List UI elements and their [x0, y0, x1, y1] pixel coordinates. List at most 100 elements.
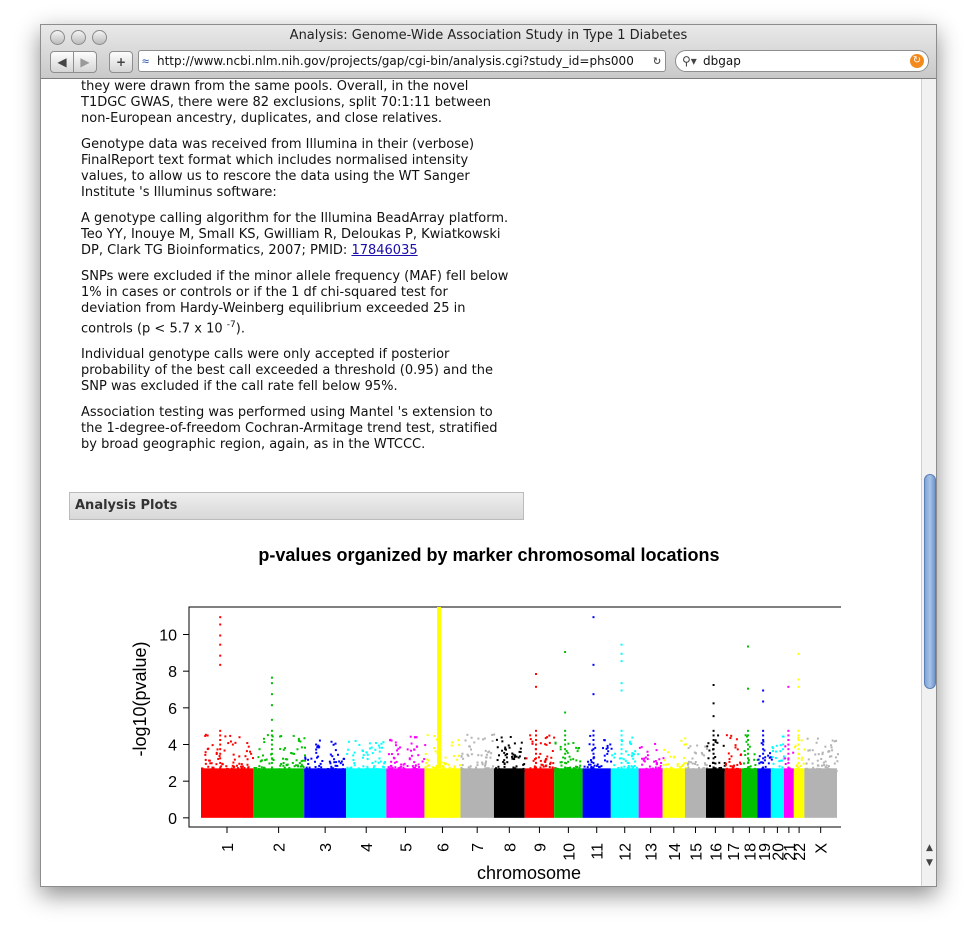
snp-point — [405, 768, 408, 771]
snp-point — [787, 766, 790, 769]
snp-point — [545, 743, 548, 746]
forward-button[interactable]: ▶ — [73, 51, 97, 73]
snp-point — [529, 767, 532, 770]
snp-point — [282, 764, 285, 767]
peak-point — [270, 704, 273, 707]
snp-point — [749, 765, 752, 768]
snp-point — [511, 757, 514, 760]
snp-point — [707, 769, 710, 772]
snp-point — [761, 769, 764, 772]
snp-point — [423, 758, 426, 761]
snp-point — [214, 770, 217, 773]
snp-point — [225, 765, 228, 768]
snp-point — [317, 770, 320, 773]
reload-icon[interactable]: ↻ — [653, 53, 661, 68]
snp-point — [787, 739, 790, 741]
snp-point — [605, 770, 608, 773]
snp-point — [532, 759, 535, 762]
scroll-thumb[interactable] — [924, 474, 936, 689]
snp-point — [260, 759, 263, 762]
snp-point — [304, 769, 307, 772]
snp-point — [559, 768, 562, 771]
snp-point — [368, 747, 371, 750]
snp-point — [577, 770, 580, 773]
snp-point — [798, 770, 801, 773]
snp-point — [742, 762, 745, 765]
snp-point — [746, 729, 749, 732]
scroll-up-arrow[interactable]: ▲ — [926, 843, 933, 853]
snp-point — [484, 762, 487, 765]
snp-point — [314, 766, 317, 769]
snp-point — [255, 767, 258, 770]
snp-point — [301, 770, 304, 773]
snp-point — [667, 763, 670, 766]
pmid-link[interactable]: 17846035 — [351, 243, 418, 258]
close-window-button[interactable] — [50, 30, 65, 45]
snp-point — [680, 739, 683, 742]
address-bar[interactable]: ≈ http://www.ncbi.nlm.nih.gov/projects/g… — [138, 50, 666, 72]
snp-point — [315, 748, 318, 751]
search-field[interactable]: ⚲▾ dbgap ↻ — [675, 50, 929, 72]
snp-point — [628, 740, 631, 743]
snp-point — [650, 768, 653, 771]
snp-point — [484, 769, 487, 772]
snp-point — [605, 747, 608, 750]
snp-point — [461, 764, 464, 767]
peak-point — [746, 687, 749, 690]
snp-point — [718, 761, 721, 764]
snp-point — [834, 768, 837, 771]
snp-point — [695, 752, 698, 755]
snp-point — [572, 758, 575, 761]
snp-point — [588, 743, 591, 746]
snp-point — [517, 756, 520, 759]
minimize-window-button[interactable] — [71, 30, 86, 45]
vertical-scrollbar[interactable]: ▲ ▼ — [921, 79, 936, 886]
snp-point — [667, 751, 670, 754]
snp-point — [816, 767, 819, 770]
search-go-icon[interactable]: ↻ — [910, 54, 924, 68]
snp-point — [811, 749, 814, 752]
snp-point — [204, 734, 207, 737]
snp-point — [784, 763, 787, 766]
snp-point — [424, 744, 427, 747]
scroll-down-arrow[interactable]: ▼ — [926, 858, 933, 868]
snp-point — [514, 769, 517, 772]
snp-point — [315, 756, 318, 759]
snp-point — [360, 770, 363, 773]
chart-title: p-values organized by marker chromosomal… — [258, 545, 719, 565]
snp-point — [429, 768, 432, 771]
snp-point — [620, 743, 623, 746]
y-tick-label: 2 — [168, 774, 177, 791]
snp-point — [465, 769, 468, 772]
snp-point — [824, 760, 827, 763]
zoom-window-button[interactable] — [92, 30, 107, 45]
snp-point — [727, 752, 730, 755]
snp-point — [460, 766, 463, 769]
snp-point — [774, 756, 777, 759]
snp-point — [612, 769, 615, 772]
snp-point — [620, 739, 623, 741]
snp-point — [358, 770, 361, 773]
snp-point — [762, 766, 765, 769]
snp-point — [834, 756, 837, 759]
snp-point — [778, 760, 781, 763]
snp-point — [725, 734, 728, 737]
snp-point — [836, 753, 839, 756]
snp-point — [295, 759, 298, 762]
url-text[interactable]: http://www.ncbi.nlm.nih.gov/projects/gap… — [157, 54, 634, 68]
back-button[interactable]: ◀ — [50, 51, 74, 73]
snp-point — [797, 739, 800, 741]
search-input[interactable]: dbgap — [703, 54, 741, 68]
add-bookmark-button[interactable]: + — [109, 51, 133, 73]
snp-point — [569, 758, 572, 761]
snp-point — [650, 770, 653, 773]
snp-point — [713, 769, 716, 772]
snp-point — [262, 770, 265, 773]
snp-point — [512, 753, 515, 756]
snp-point — [762, 743, 765, 746]
snp-point — [592, 734, 595, 737]
snp-point — [427, 759, 430, 762]
snp-point — [579, 764, 582, 767]
section-header-analysis-plots: Analysis Plots — [69, 492, 524, 520]
snp-point — [663, 748, 666, 751]
